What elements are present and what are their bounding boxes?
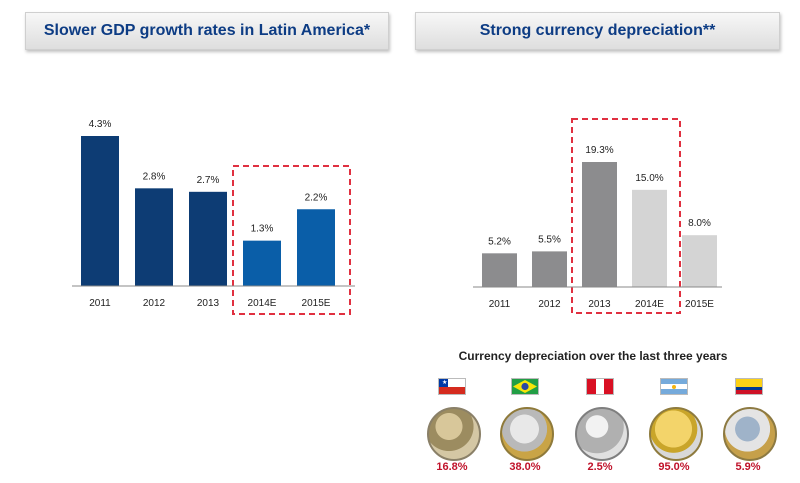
fx-bar-2012 — [532, 251, 567, 287]
argentina-depreciation-value: 95.0% — [658, 461, 690, 473]
brazil-depreciation-value: 38.0% — [509, 461, 541, 473]
brazil-coin-image — [500, 407, 554, 461]
fx-x-tick-2011: 2011 — [489, 299, 511, 310]
chile-coin-image — [427, 407, 481, 461]
fx-x-tick-2012: 2012 — [538, 299, 561, 310]
colombia-flag-icon — [735, 378, 763, 395]
fx-bar-2015e — [682, 235, 717, 287]
peru-depreciation-value: 2.5% — [587, 461, 613, 473]
right-chart-header: Strong currency depreciation** — [415, 12, 780, 50]
fx-bar-2014e — [632, 189, 667, 287]
gdp-bar-2012 — [135, 188, 173, 286]
gdp-value-label-2014e: 1.3% — [251, 224, 274, 235]
gdp-x-tick-2014e: 2014E — [248, 298, 277, 309]
gdp-x-tick-2012: 2012 — [143, 298, 166, 309]
gdp-bar-2014e — [243, 240, 281, 286]
fx-highlight-box — [571, 118, 681, 314]
colombia-coin-image — [723, 407, 777, 461]
gdp-value-label-2012: 2.8% — [143, 171, 166, 182]
gdp-bar-2013 — [189, 191, 227, 286]
left-chart-header: Slower GDP growth rates in Latin America… — [25, 12, 389, 50]
fx-x-tick-2014e: 2014E — [635, 299, 664, 310]
gdp-x-tick-2013: 2013 — [197, 298, 220, 309]
gdp-bar-2015e — [297, 209, 335, 286]
gdp-x-tick-2011: 2011 — [89, 298, 111, 309]
chile-depreciation-value: 16.8% — [436, 461, 468, 473]
gdp-value-label-2015e: 2.2% — [305, 192, 328, 203]
colombia-depreciation-value: 5.9% — [735, 461, 761, 473]
chile-flag-icon: ★ — [438, 378, 466, 395]
argentina-flag-icon — [660, 378, 688, 395]
gdp-bar-2011 — [81, 136, 119, 286]
peru-coin-image — [575, 407, 629, 461]
fx-value-label-2015e: 8.0% — [688, 218, 711, 229]
fx-value-label-2012: 5.5% — [538, 234, 561, 245]
gdp-x-tick-2015e: 2015E — [302, 298, 331, 309]
peru-flag-icon — [586, 378, 614, 395]
argentina-coin-image — [649, 407, 703, 461]
gdp-value-label-2011: 4.3% — [89, 119, 112, 130]
gdp-highlight-box — [232, 165, 351, 315]
fx-value-label-2014e: 15.0% — [635, 173, 663, 184]
fx-x-tick-2015e: 2015E — [685, 299, 714, 310]
gdp-value-label-2013: 2.7% — [197, 175, 220, 186]
fx-value-label-2013: 19.3% — [585, 145, 613, 156]
fx-value-label-2011: 5.2% — [488, 236, 511, 247]
fx-bar-2011 — [482, 253, 517, 287]
fx-x-tick-2013: 2013 — [588, 299, 611, 310]
fx-bar-2013 — [582, 162, 617, 287]
brazil-flag-icon — [511, 378, 539, 395]
coins-section-title: Currency depreciation over the last thre… — [458, 349, 728, 363]
